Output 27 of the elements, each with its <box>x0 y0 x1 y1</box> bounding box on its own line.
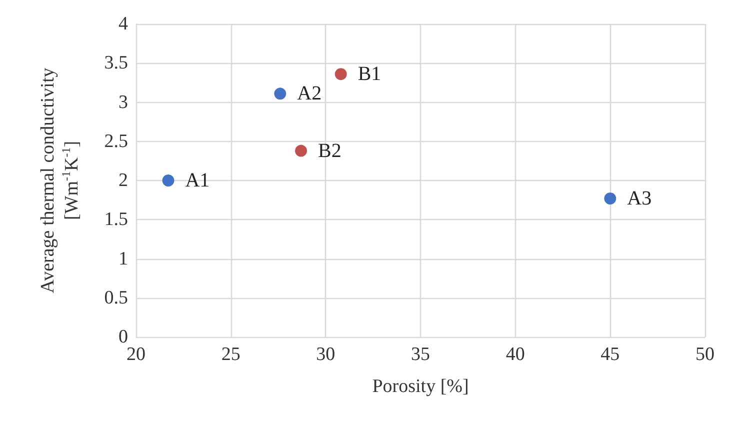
x-tick-label: 20 <box>126 344 146 365</box>
x-tick-label: 30 <box>316 344 336 365</box>
point <box>274 88 286 100</box>
y-tick-label: 4 <box>118 14 128 34</box>
x-tick-label: 40 <box>506 344 525 365</box>
x-tick-label: 45 <box>600 344 620 365</box>
y-tick-label: 3 <box>118 92 128 113</box>
point <box>295 144 308 157</box>
point <box>604 192 616 204</box>
x-tick-label: 35 <box>411 344 430 365</box>
y-tick-label: 0.5 <box>104 287 128 308</box>
x-tick-label: 50 <box>696 344 714 365</box>
point <box>162 174 174 186</box>
annotation: A1 <box>185 170 210 192</box>
point <box>334 68 347 80</box>
annotation: A3 <box>627 187 652 210</box>
y-tick-label: 3.5 <box>104 52 128 74</box>
y-tick-label: 0 <box>118 326 128 348</box>
annotation: A2 <box>297 82 322 105</box>
y-tick-label: 1.5 <box>104 209 128 230</box>
annotation: B2 <box>318 140 342 162</box>
y-tick-label: 1 <box>118 248 128 270</box>
y-tick-label: 2 <box>118 170 128 191</box>
annotation: B1 <box>358 63 382 86</box>
x-tick-label: 25 <box>221 344 240 365</box>
x-axis-title: Porosity [%] <box>372 376 469 397</box>
y-tick-label: 2.5 <box>104 130 128 152</box>
